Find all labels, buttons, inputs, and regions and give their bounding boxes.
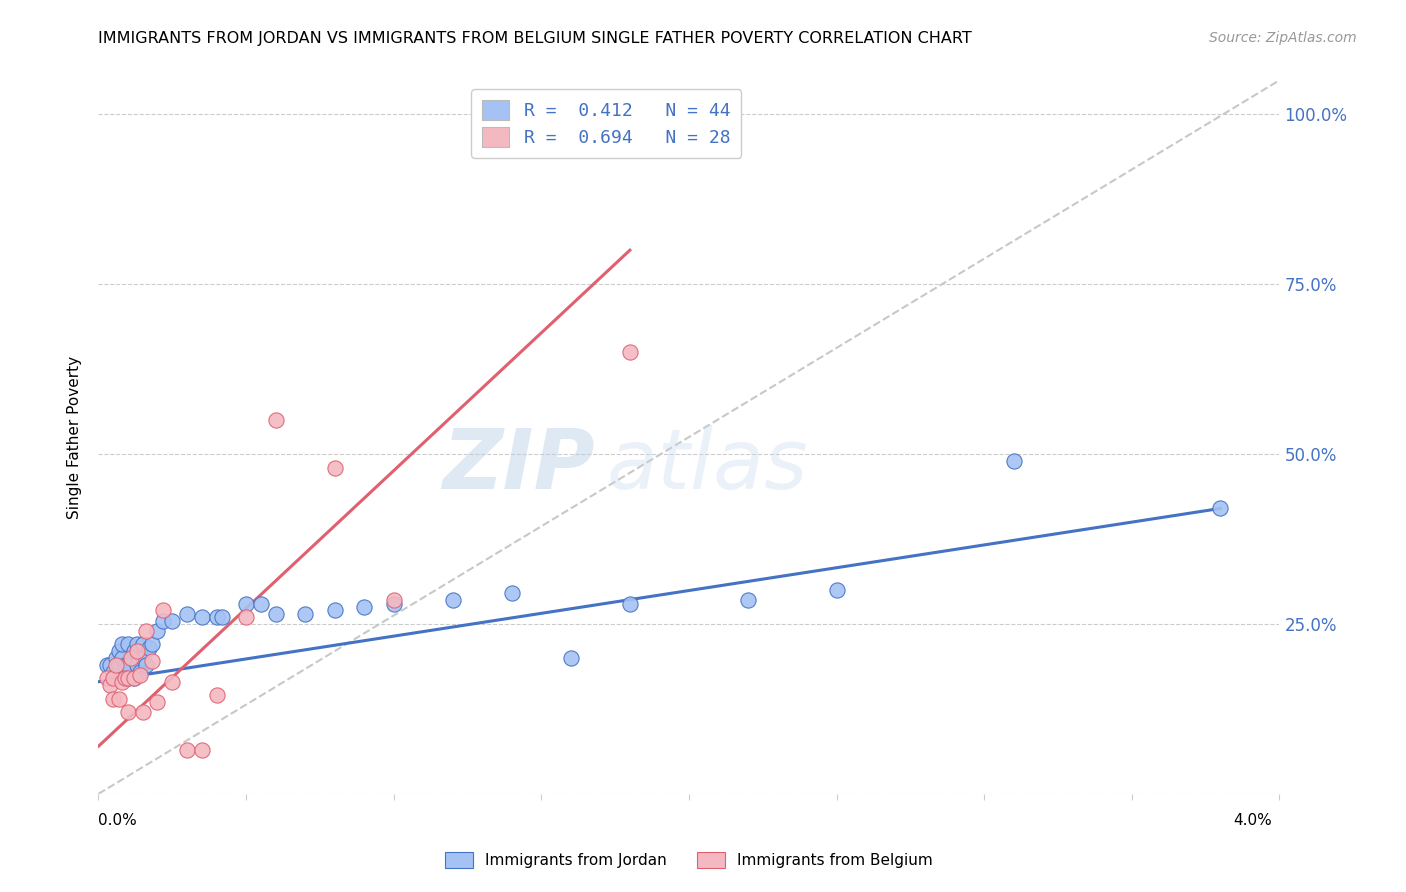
- Point: [152, 603, 174, 617]
- Point: [128, 665, 150, 679]
- Point: [122, 671, 145, 685]
- Point: [211, 610, 233, 624]
- Point: [117, 671, 139, 685]
- Point: [323, 460, 346, 475]
- Point: [135, 657, 157, 672]
- Point: [132, 706, 155, 720]
- Legend: R =  0.412   N = 44, R =  0.694   N = 28: R = 0.412 N = 44, R = 0.694 N = 28: [471, 89, 741, 158]
- Point: [1002, 454, 1025, 468]
- Point: [1209, 501, 1232, 516]
- Point: [117, 657, 139, 672]
- Point: [98, 657, 121, 672]
- Point: [122, 671, 145, 685]
- Point: [96, 657, 118, 672]
- Point: [128, 668, 150, 682]
- Point: [111, 674, 134, 689]
- Point: [162, 674, 183, 689]
- Point: [122, 644, 145, 658]
- Point: [191, 610, 214, 624]
- Point: [825, 582, 848, 597]
- Point: [138, 640, 160, 655]
- Point: [105, 657, 128, 672]
- Point: [264, 607, 287, 621]
- Point: [191, 742, 214, 756]
- Point: [114, 657, 136, 672]
- Text: ZIP: ZIP: [441, 425, 595, 506]
- Point: [111, 651, 134, 665]
- Point: [132, 651, 155, 665]
- Point: [120, 651, 142, 665]
- Point: [135, 624, 157, 638]
- Point: [141, 637, 163, 651]
- Text: 4.0%: 4.0%: [1233, 814, 1272, 828]
- Point: [108, 644, 131, 658]
- Point: [294, 607, 316, 621]
- Text: atlas: atlas: [606, 425, 808, 506]
- Point: [103, 671, 125, 685]
- Point: [235, 610, 257, 624]
- Point: [501, 586, 523, 600]
- Point: [141, 654, 163, 668]
- Point: [205, 610, 228, 624]
- Point: [108, 691, 131, 706]
- Point: [108, 657, 131, 672]
- Point: [323, 603, 346, 617]
- Point: [125, 644, 148, 658]
- Point: [162, 614, 183, 628]
- Point: [105, 651, 128, 665]
- Point: [235, 597, 257, 611]
- Point: [132, 637, 155, 651]
- Point: [176, 607, 198, 621]
- Point: [250, 597, 273, 611]
- Point: [111, 637, 134, 651]
- Point: [125, 637, 148, 651]
- Point: [146, 695, 169, 709]
- Point: [737, 593, 759, 607]
- Point: [117, 706, 139, 720]
- Point: [152, 614, 174, 628]
- Point: [125, 657, 148, 672]
- Text: IMMIGRANTS FROM JORDAN VS IMMIGRANTS FROM BELGIUM SINGLE FATHER POVERTY CORRELAT: IMMIGRANTS FROM JORDAN VS IMMIGRANTS FRO…: [98, 31, 972, 46]
- Point: [353, 599, 375, 614]
- Point: [264, 413, 287, 427]
- Point: [114, 671, 136, 685]
- Text: 0.0%: 0.0%: [98, 814, 138, 828]
- Point: [382, 593, 405, 607]
- Point: [441, 593, 464, 607]
- Point: [117, 671, 139, 685]
- Point: [560, 651, 582, 665]
- Point: [205, 689, 228, 703]
- Point: [619, 597, 641, 611]
- Point: [103, 665, 125, 679]
- Point: [382, 597, 405, 611]
- Point: [96, 671, 118, 685]
- Y-axis label: Single Father Poverty: Single Father Poverty: [67, 356, 83, 518]
- Point: [146, 624, 169, 638]
- Point: [619, 345, 641, 359]
- Text: Source: ZipAtlas.com: Source: ZipAtlas.com: [1209, 31, 1357, 45]
- Point: [117, 637, 139, 651]
- Point: [176, 742, 198, 756]
- Point: [98, 678, 121, 692]
- Point: [103, 691, 125, 706]
